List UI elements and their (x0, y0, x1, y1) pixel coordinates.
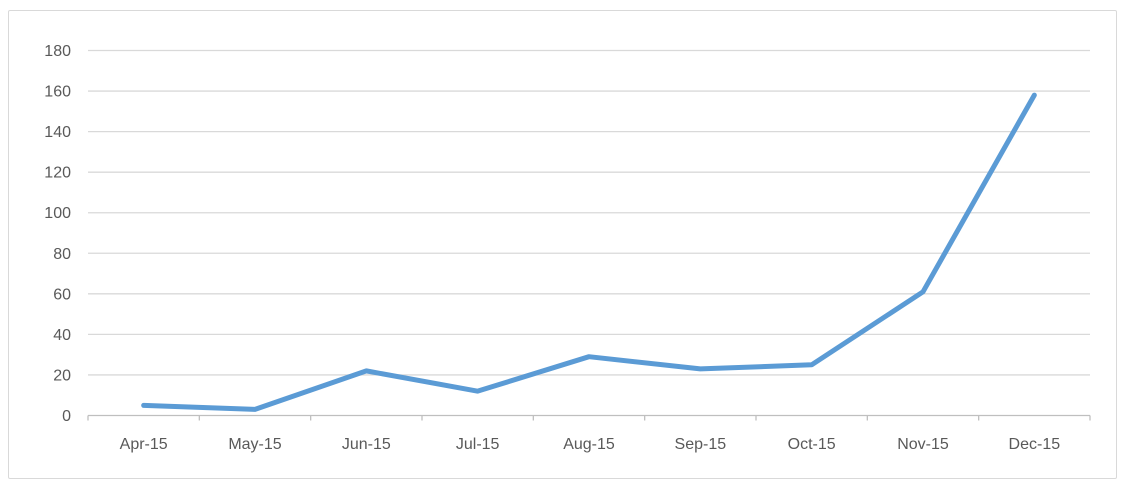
x-axis-category-label: Nov-15 (897, 436, 949, 453)
y-axis-tick-label: 40 (53, 327, 71, 344)
x-axis-category-label: Aug-15 (563, 436, 615, 453)
y-axis-tick-label: 20 (53, 367, 71, 384)
y-axis-tick-label: 60 (53, 286, 71, 303)
chart-frame (8, 10, 1117, 479)
y-axis-tick-label: 0 (62, 408, 71, 425)
y-axis-tick-label: 80 (53, 246, 71, 263)
y-axis-tick-label: 120 (44, 165, 71, 182)
x-axis-category-label: Jun-15 (342, 436, 391, 453)
x-axis-category-label: Oct-15 (788, 436, 836, 453)
y-axis-tick-label: 160 (44, 84, 71, 101)
x-axis-category-label: Apr-15 (120, 436, 168, 453)
x-axis-category-label: Jul-15 (456, 436, 500, 453)
y-axis-tick-label: 180 (44, 43, 71, 60)
x-axis-category-label: Dec-15 (1009, 436, 1061, 453)
y-axis-tick-label: 100 (44, 205, 71, 222)
y-axis-tick-label: 140 (44, 124, 71, 141)
x-axis-category-label: May-15 (228, 436, 281, 453)
series-line (141, 92, 1037, 412)
x-axis-category-label: Sep-15 (675, 436, 727, 453)
